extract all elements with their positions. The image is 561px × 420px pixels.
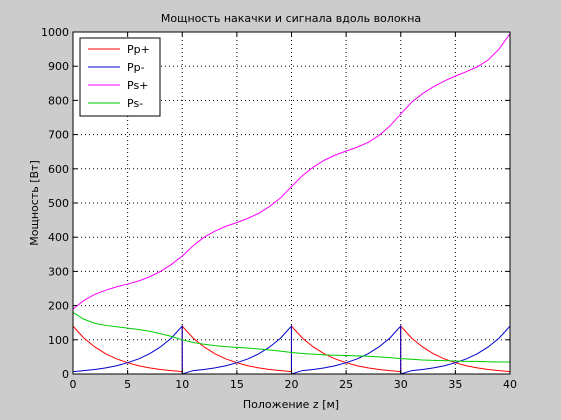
y-tick-label: 1000: [41, 26, 69, 39]
series-line-3: [72, 312, 510, 363]
legend: Pp+ Pp- Ps+ Ps-: [79, 37, 161, 117]
x-tick-label: 30: [394, 378, 408, 391]
x-tick-label: 35: [448, 378, 462, 391]
y-tick-label: 700: [48, 129, 69, 142]
y-tick-label: 900: [48, 60, 69, 73]
chart-title: Мощность накачки и сигнала вдоль волокна: [161, 12, 421, 25]
y-tick-label: 400: [48, 231, 69, 244]
y-tick-label: 500: [48, 197, 69, 210]
y-tick-label: 200: [48, 300, 69, 313]
series-layer: [72, 33, 511, 375]
x-tick-label: 5: [124, 378, 131, 391]
y-axis-title: Мощность [Вт]: [28, 160, 41, 245]
series-line-2: [72, 33, 511, 310]
legend-label-1: Pp-: [127, 61, 145, 74]
x-tick-label: 20: [285, 378, 299, 391]
series-line-1: [72, 324, 511, 375]
x-axis-title: Положение z [м]: [243, 398, 339, 411]
x-tick-label: 25: [339, 378, 353, 391]
legend-label-0: Pp+: [127, 43, 150, 56]
y-tick-label: 100: [48, 334, 69, 347]
x-tick-label: 0: [70, 378, 77, 391]
y-tick-label: 0: [62, 368, 69, 381]
x-tick-label: 15: [230, 378, 244, 391]
y-tick-label: 600: [48, 163, 69, 176]
y-tick-label: 300: [48, 265, 69, 278]
legend-label-3: Ps-: [127, 97, 143, 110]
y-tick-label: 800: [48, 94, 69, 107]
ticks: 0 5 10 15 20 25 30 35 40010020030040050060070080…: [41, 26, 517, 391]
x-tick-label: 10: [175, 378, 189, 391]
legend-label-2: Ps+: [127, 79, 148, 92]
x-tick-label: 40: [503, 378, 517, 391]
